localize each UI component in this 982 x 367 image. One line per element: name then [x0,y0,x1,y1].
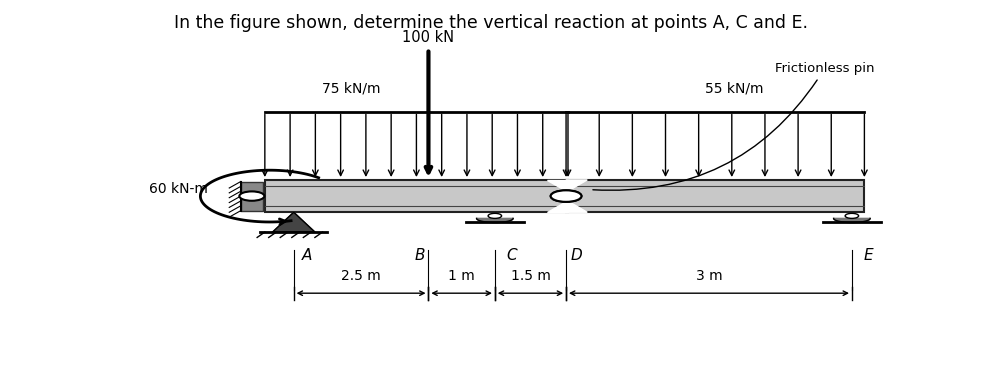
Bar [241,182,263,211]
Bar [265,180,568,212]
Text: 55 kN/m: 55 kN/m [705,81,764,95]
Text: C: C [507,248,517,263]
Text: 1 m: 1 m [448,269,475,283]
Text: 100 kN: 100 kN [403,30,455,45]
Text: 75 kN/m: 75 kN/m [322,81,381,95]
Bar [566,180,864,212]
Text: A: A [301,248,312,263]
Text: 60 kN-m: 60 kN-m [149,182,207,196]
Circle shape [551,190,581,202]
Text: 2.5 m: 2.5 m [341,269,381,283]
Circle shape [488,213,502,218]
Text: Frictionless pin: Frictionless pin [593,62,874,190]
Polygon shape [566,200,587,212]
Text: B: B [414,248,424,263]
Circle shape [551,190,581,202]
Polygon shape [834,218,870,222]
Polygon shape [566,180,587,192]
Text: D: D [571,248,582,263]
Polygon shape [547,180,568,192]
Circle shape [240,192,264,201]
Text: 1.5 m: 1.5 m [511,269,550,283]
Polygon shape [547,200,568,212]
Text: In the figure shown, determine the vertical reaction at points A, C and E.: In the figure shown, determine the verti… [174,14,808,32]
Polygon shape [476,218,514,222]
Polygon shape [273,212,315,232]
Circle shape [846,213,858,218]
Text: 3 m: 3 m [695,269,723,283]
Text: E: E [863,248,873,263]
